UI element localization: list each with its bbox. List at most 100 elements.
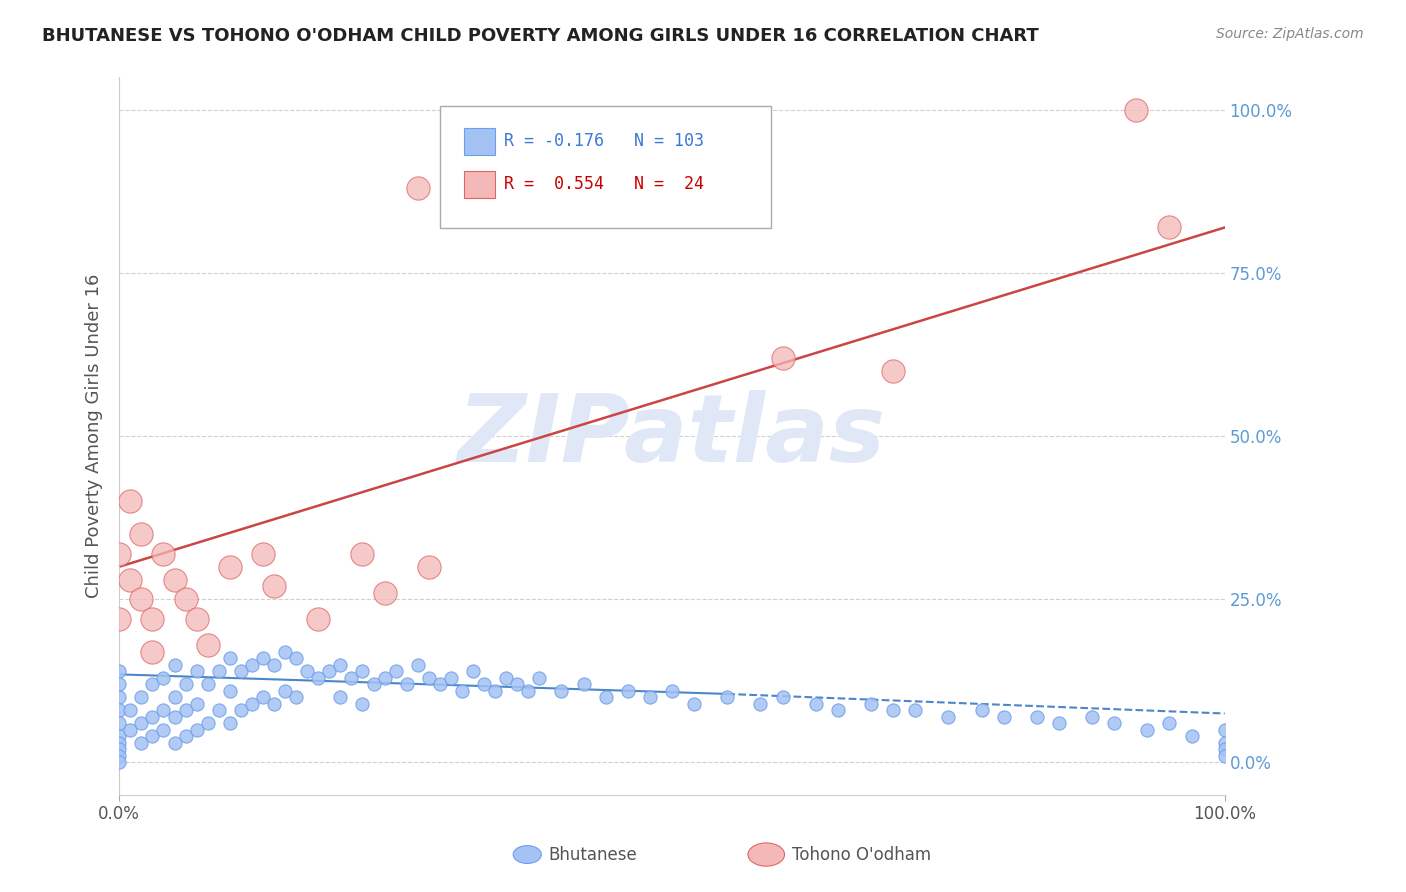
Point — [352, 697, 374, 711]
Point — [1213, 723, 1236, 737]
Point — [229, 703, 252, 717]
Point — [152, 547, 174, 561]
Point — [186, 664, 208, 678]
Point — [229, 664, 252, 678]
Point — [506, 677, 529, 691]
Point — [461, 664, 484, 678]
Point — [131, 592, 153, 607]
Point — [120, 703, 142, 717]
Point — [749, 697, 772, 711]
Point — [307, 671, 329, 685]
Text: Bhutanese: Bhutanese — [548, 846, 637, 863]
Point — [163, 690, 186, 705]
Point — [882, 703, 904, 717]
Point — [163, 736, 186, 750]
Point — [638, 690, 661, 705]
Point — [329, 690, 352, 705]
Point — [550, 683, 572, 698]
Point — [208, 703, 231, 717]
Point — [141, 644, 163, 658]
Point — [120, 494, 142, 508]
Point — [218, 559, 240, 574]
Point — [218, 651, 240, 665]
Text: BHUTANESE VS TOHONO O'ODHAM CHILD POVERTY AMONG GIRLS UNDER 16 CORRELATION CHART: BHUTANESE VS TOHONO O'ODHAM CHILD POVERT… — [42, 27, 1039, 45]
Point — [329, 657, 352, 672]
Point — [174, 730, 197, 744]
Point — [1102, 716, 1125, 731]
Point — [218, 716, 240, 731]
Point — [163, 573, 186, 587]
Point — [108, 736, 131, 750]
Point — [141, 710, 163, 724]
Point — [374, 671, 396, 685]
Point — [186, 697, 208, 711]
Point — [240, 697, 263, 711]
Point — [263, 657, 285, 672]
Point — [1213, 736, 1236, 750]
Point — [1025, 710, 1047, 724]
Point — [218, 683, 240, 698]
Point — [274, 683, 297, 698]
Point — [363, 677, 385, 691]
Point — [108, 756, 131, 770]
Point — [295, 664, 318, 678]
Point — [252, 547, 274, 561]
Point — [197, 638, 219, 652]
Point — [141, 730, 163, 744]
Point — [859, 697, 882, 711]
Point — [120, 573, 142, 587]
Point — [318, 664, 340, 678]
Point — [451, 683, 474, 698]
Point — [595, 690, 617, 705]
Point — [252, 690, 274, 705]
Point — [395, 677, 418, 691]
Point — [993, 710, 1015, 724]
Point — [572, 677, 595, 691]
Point — [340, 671, 363, 685]
Point — [827, 703, 849, 717]
Point — [174, 703, 197, 717]
Point — [683, 697, 706, 711]
Point — [131, 716, 153, 731]
Point — [108, 690, 131, 705]
Point — [141, 677, 163, 691]
Point — [418, 559, 440, 574]
Point — [186, 723, 208, 737]
Point — [970, 703, 993, 717]
Point — [131, 690, 153, 705]
Point — [108, 742, 131, 756]
Point — [108, 547, 131, 561]
Point — [616, 683, 638, 698]
Text: ZIPatlas: ZIPatlas — [458, 391, 886, 483]
Point — [263, 579, 285, 593]
Point — [772, 351, 794, 365]
Point — [108, 730, 131, 744]
Point — [197, 677, 219, 691]
Point — [418, 671, 440, 685]
Text: R =  0.554   N =  24: R = 0.554 N = 24 — [503, 175, 704, 193]
Point — [1213, 748, 1236, 763]
Point — [120, 723, 142, 737]
Point — [1081, 710, 1104, 724]
Point — [152, 703, 174, 717]
Point — [152, 671, 174, 685]
Point — [1047, 716, 1070, 731]
Text: Tohono O'odham: Tohono O'odham — [792, 846, 931, 863]
Point — [197, 716, 219, 731]
Point — [108, 703, 131, 717]
Point — [141, 612, 163, 626]
Point — [716, 690, 738, 705]
Point — [406, 181, 429, 195]
Point — [108, 748, 131, 763]
FancyBboxPatch shape — [464, 170, 495, 198]
Point — [938, 710, 960, 724]
Point — [495, 671, 517, 685]
Point — [307, 612, 329, 626]
Point — [163, 657, 186, 672]
Point — [352, 547, 374, 561]
Point — [131, 736, 153, 750]
Point — [174, 592, 197, 607]
Point — [384, 664, 406, 678]
Point — [108, 612, 131, 626]
Point — [163, 710, 186, 724]
